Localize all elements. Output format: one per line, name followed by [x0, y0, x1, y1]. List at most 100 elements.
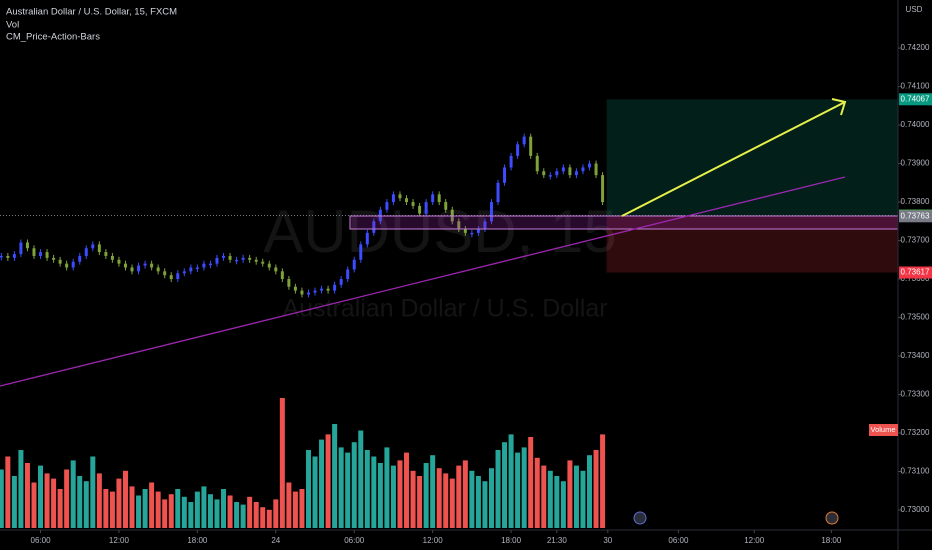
x-tick-label: 06:00: [668, 536, 689, 545]
volume-bar: [377, 463, 383, 528]
x-tick-label: 06:00: [344, 536, 365, 545]
x-tick-label: 18:00: [187, 536, 208, 545]
price-tag: [899, 93, 932, 106]
volume-bar: [319, 439, 325, 528]
x-tick-label: 30: [603, 536, 612, 545]
indicator: CM_Price-Action-Bars: [6, 32, 100, 43]
stop-zone: [606, 215, 898, 273]
volume-bar: [600, 434, 606, 528]
indicator: Vol: [6, 20, 19, 31]
volume-bar: [547, 470, 553, 528]
volume-bar: [554, 476, 560, 528]
y-tick-label: 0.73700: [901, 236, 930, 245]
volume-bar: [214, 499, 220, 528]
y-tick-label: 0.73400: [901, 351, 930, 360]
volume-bar: [495, 450, 501, 528]
arrow-head: [831, 98, 847, 116]
volume-bar: [194, 491, 200, 528]
y-tick-label: 0.73100: [901, 467, 930, 476]
volume-bar: [508, 434, 514, 528]
volume-bar: [332, 424, 338, 528]
volume-bar: [502, 442, 508, 528]
volume-bar: [155, 491, 161, 528]
volume-bar: [273, 499, 279, 528]
price-axis: 0.74200 0.74100 0.74000 0.73900 0.73800 0.737…: [898, 43, 930, 514]
x-tick-label: 18:00: [501, 536, 522, 545]
volume-bar: [0, 469, 4, 528]
target-zone: [606, 99, 898, 216]
price-tag-label: 0.73617: [901, 268, 930, 277]
volume-bar: [136, 495, 142, 528]
volume-bar: [521, 447, 527, 528]
volume-bar: [371, 456, 377, 528]
x-tick-label: 24: [271, 536, 280, 545]
volume-bar: [44, 473, 50, 528]
volume-bar: [77, 476, 83, 528]
volume-bar: [358, 430, 364, 528]
x-tick-label: 18:00: [821, 536, 842, 545]
volume-bar: [207, 494, 213, 528]
volume-bar: [279, 398, 285, 528]
volume-bar: [31, 482, 37, 528]
watermark: AUDUSD, 15: [263, 198, 616, 265]
volume-bar: [580, 470, 586, 528]
volume-bar: [70, 460, 76, 528]
x-tick-label: 12:00: [423, 536, 444, 545]
volume-bar: [96, 473, 102, 528]
volume-bar: [142, 489, 148, 528]
volume-bar: [286, 482, 292, 528]
price-tag-label: 0.74067: [901, 94, 930, 103]
y-tick-label: 0.73500: [901, 313, 930, 322]
volume-bar: [430, 455, 436, 528]
volume-bar: [83, 481, 89, 528]
volume-bar: [116, 478, 122, 528]
volume-bar: [162, 499, 168, 528]
volume-bar: [38, 465, 44, 528]
y-tick-label: 0.74000: [901, 120, 930, 129]
y-tick-label: 0.73300: [901, 390, 930, 399]
volume-bar: [253, 502, 259, 528]
volume-bar: [181, 496, 187, 528]
volume-bar: [488, 468, 494, 528]
volume-bar: [560, 481, 566, 528]
event-icon: [633, 511, 647, 525]
volume-bar: [397, 460, 403, 528]
volume-bar: [168, 494, 174, 528]
volume-bar: [345, 452, 351, 528]
symbol: Australian Dollar / U.S. Dollar, 15, FXC…: [6, 7, 177, 18]
volume-bar: [90, 456, 96, 528]
y-tick-label: 0.74100: [901, 82, 930, 91]
volume-bar: [5, 456, 11, 528]
volume-bar: [64, 469, 70, 528]
volume-bar: [534, 457, 540, 528]
volume-bar: [423, 463, 429, 528]
volume-bar: [443, 473, 449, 528]
volume-tag: [869, 424, 898, 436]
volume-bar: [51, 478, 57, 528]
event-icon: [825, 511, 839, 525]
volume-bars: [0, 398, 606, 528]
y-tick-label: 0.73000: [901, 505, 930, 514]
volume-bar: [410, 470, 416, 528]
volume-bar: [573, 465, 579, 528]
volume-bar: [292, 491, 298, 528]
price-tag-label: 0.73763: [901, 211, 930, 220]
y-tick-label: 0.73200: [901, 428, 930, 437]
volume-bar: [462, 460, 468, 528]
x-tick-label: 21:30: [547, 536, 568, 545]
volume-bar: [528, 437, 534, 528]
price-tag: [899, 210, 932, 223]
volume-bar: [11, 476, 17, 528]
x-tick-label: 06:00: [31, 536, 52, 545]
zone-rect: [349, 215, 899, 230]
y-tick-label: 0.74200: [901, 43, 930, 52]
volume-bar: [24, 463, 30, 528]
price-tag: [899, 266, 932, 279]
volume-bar: [541, 465, 547, 528]
volume-bar: [175, 489, 181, 528]
volume-bar: [201, 486, 207, 528]
volume-bar: [227, 495, 233, 528]
volume-bar: [417, 476, 423, 528]
